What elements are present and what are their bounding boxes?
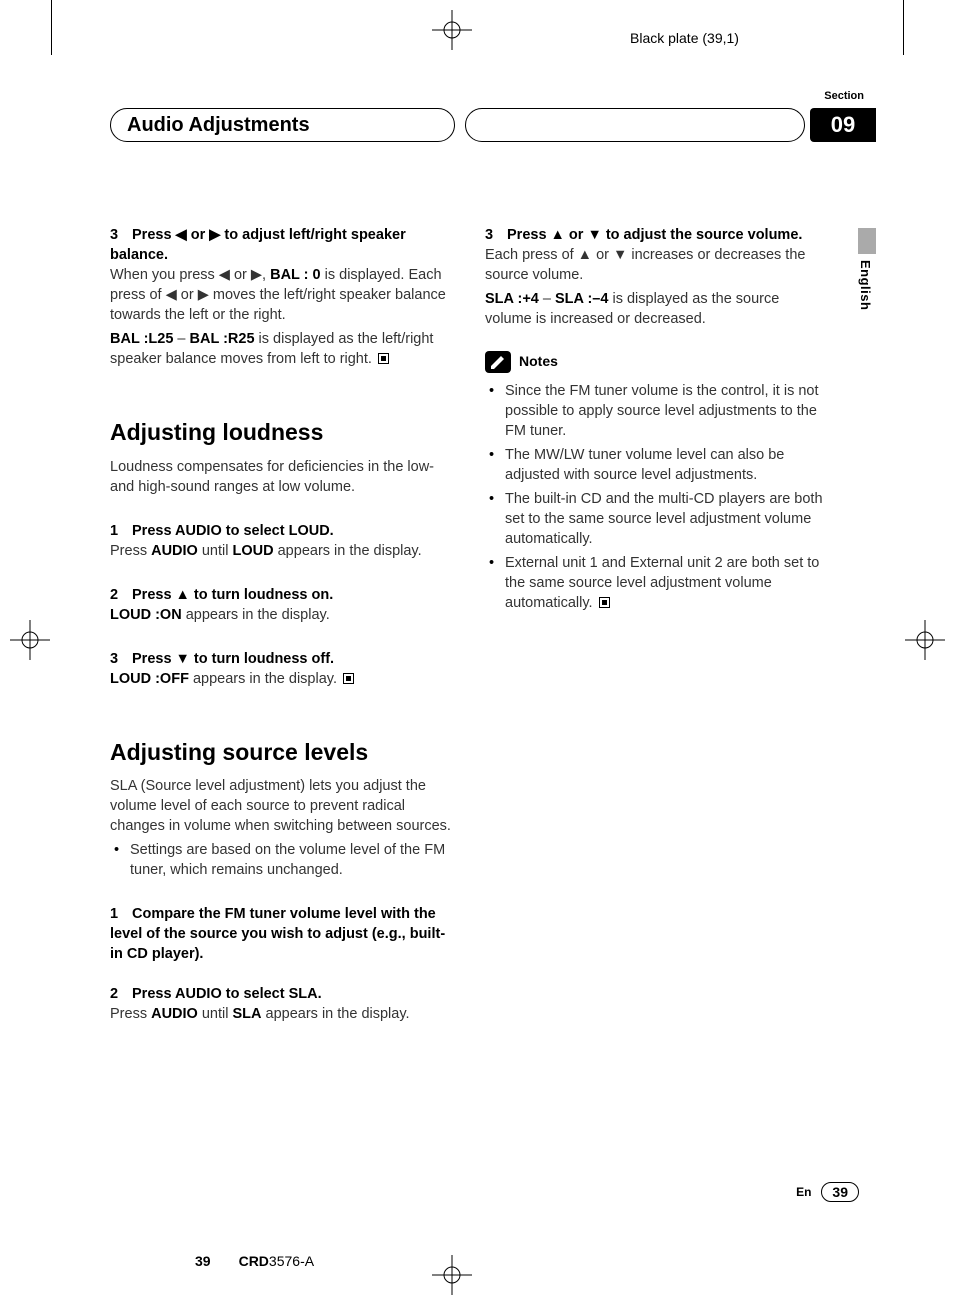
footer-left: 39 CRD3576-A <box>195 1253 314 1269</box>
registration-mark-bottom <box>432 1255 472 1295</box>
list-item: Since the FM tuner volume is the control… <box>485 381 830 441</box>
footer-page-number: 39 <box>821 1182 859 1202</box>
body-text: Press AUDIO until SLA appears in the dis… <box>110 1004 455 1024</box>
left-column: 3Press ◀ or ▶ to adjust left/right speak… <box>110 225 455 1028</box>
body-text: When you press ◀ or ▶, BAL : 0 is displa… <box>110 265 455 325</box>
body-text: LOUD :ON appears in the display. <box>110 605 455 625</box>
section-number: 09 <box>810 108 876 142</box>
black-plate-label: Black plate (39,1) <box>630 30 739 46</box>
crop-mark <box>51 0 52 55</box>
registration-mark-right <box>905 620 945 660</box>
page-content: 3Press ◀ or ▶ to adjust left/right speak… <box>110 225 830 1028</box>
body-text: BAL :L25 – BAL :R25 is displayed as the … <box>110 329 455 369</box>
end-mark-icon <box>599 597 610 608</box>
notes-heading: Notes <box>485 351 830 373</box>
step-heading: 2Press AUDIO to select SLA. <box>110 984 455 1004</box>
language-tab-marker <box>858 228 876 254</box>
body-text: SLA (Source level adjustment) lets you a… <box>110 776 455 836</box>
footer-right: En 39 <box>796 1182 859 1202</box>
step-heading: 1Press AUDIO to select LOUD. <box>110 521 455 541</box>
header-bar: Audio Adjustments 09 <box>110 108 874 142</box>
language-tab-label: English <box>858 260 873 310</box>
body-text: LOUD :OFF appears in the display. <box>110 669 455 689</box>
notes-list: Since the FM tuner volume is the control… <box>485 381 830 613</box>
end-mark-icon <box>378 353 389 364</box>
registration-mark-top <box>432 10 472 50</box>
footer-lang: En <box>796 1185 811 1199</box>
step-heading: 3Press ▲ or ▼ to adjust the source volum… <box>485 225 830 245</box>
step-heading: 3Press ▼ to turn loudness off. <box>110 649 455 669</box>
section-title: Audio Adjustments <box>110 108 455 142</box>
heading-loudness: Adjusting loudness <box>110 417 455 449</box>
header-spacer <box>465 108 805 142</box>
heading-source-levels: Adjusting source levels <box>110 737 455 769</box>
pencil-icon <box>485 351 511 373</box>
language-tab: English <box>858 228 876 338</box>
notes-label: Notes <box>519 352 558 371</box>
list-item: The MW/LW tuner volume level can also be… <box>485 445 830 485</box>
end-mark-icon <box>343 673 354 684</box>
step-heading: 3Press ◀ or ▶ to adjust left/right speak… <box>110 225 455 265</box>
crop-mark <box>903 0 904 55</box>
step-heading: 2Press ▲ to turn loudness on. <box>110 585 455 605</box>
registration-mark-left <box>10 620 50 660</box>
list-item: The built-in CD and the multi-CD players… <box>485 489 830 549</box>
section-label: Section <box>824 90 864 102</box>
body-text: Each press of ▲ or ▼ increases or decrea… <box>485 245 830 285</box>
right-column: 3Press ▲ or ▼ to adjust the source volum… <box>485 225 830 1028</box>
body-text: Press AUDIO until LOUD appears in the di… <box>110 541 455 561</box>
body-text: Loudness compensates for deficiencies in… <box>110 457 455 497</box>
footer-model: CRD3576-A <box>239 1253 315 1269</box>
list-item: Settings are based on the volume level o… <box>110 840 455 880</box>
body-text: SLA :+4 – SLA :–4 is displayed as the so… <box>485 289 830 329</box>
bullet-list: Settings are based on the volume level o… <box>110 840 455 880</box>
step-title: Press ◀ or ▶ to adjust left/right speake… <box>110 227 406 263</box>
step-heading: 1Compare the FM tuner volume level with … <box>110 904 455 964</box>
step-number: 3 <box>110 225 132 245</box>
footer-left-page: 39 <box>195 1253 211 1269</box>
list-item: External unit 1 and External unit 2 are … <box>485 553 830 613</box>
